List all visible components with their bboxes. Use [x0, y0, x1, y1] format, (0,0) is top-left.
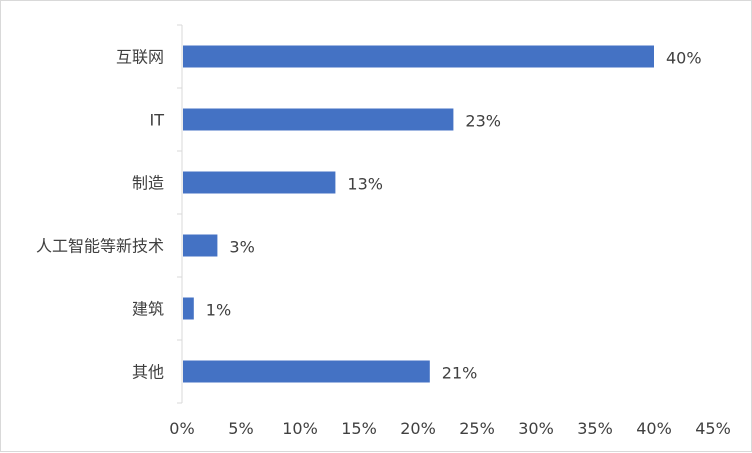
- category-label: 人工智能等新技术: [36, 237, 164, 256]
- bar: [183, 45, 654, 68]
- x-tick-label: 20%: [400, 419, 436, 438]
- category-label: IT: [150, 111, 165, 130]
- data-label: 23%: [465, 112, 501, 131]
- bar: [183, 108, 454, 131]
- x-tick-label: 45%: [695, 419, 731, 438]
- x-tick-label: 40%: [636, 419, 672, 438]
- x-tick-label: 0%: [169, 419, 194, 438]
- data-label: 40%: [666, 49, 702, 68]
- data-label: 1%: [206, 301, 231, 320]
- category-label: 建筑: [132, 300, 164, 319]
- bars-layer: [183, 45, 654, 383]
- category-label: 制造: [132, 174, 164, 193]
- bar: [183, 234, 218, 257]
- x-tick-label: 5%: [228, 419, 253, 438]
- bar: [183, 171, 336, 194]
- x-tick-label: 10%: [282, 419, 318, 438]
- axes-layer: [177, 24, 183, 404]
- x-tick-label: 35%: [577, 419, 613, 438]
- category-label: 其他: [132, 363, 164, 382]
- category-label: 互联网: [116, 48, 164, 67]
- bar: [183, 360, 430, 383]
- x-tick-label: 30%: [518, 419, 554, 438]
- data-label: 3%: [229, 238, 254, 257]
- labels-layer: 0% 5% 10% 15% 20% 25% 30% 35% 40% 45% 互联网 40% IT 23% 制…: [36, 48, 731, 439]
- bar: [183, 297, 194, 320]
- x-tick-label: 25%: [459, 419, 495, 438]
- data-label: 21%: [442, 364, 478, 383]
- x-tick-label: 15%: [341, 419, 377, 438]
- data-label: 13%: [347, 175, 383, 194]
